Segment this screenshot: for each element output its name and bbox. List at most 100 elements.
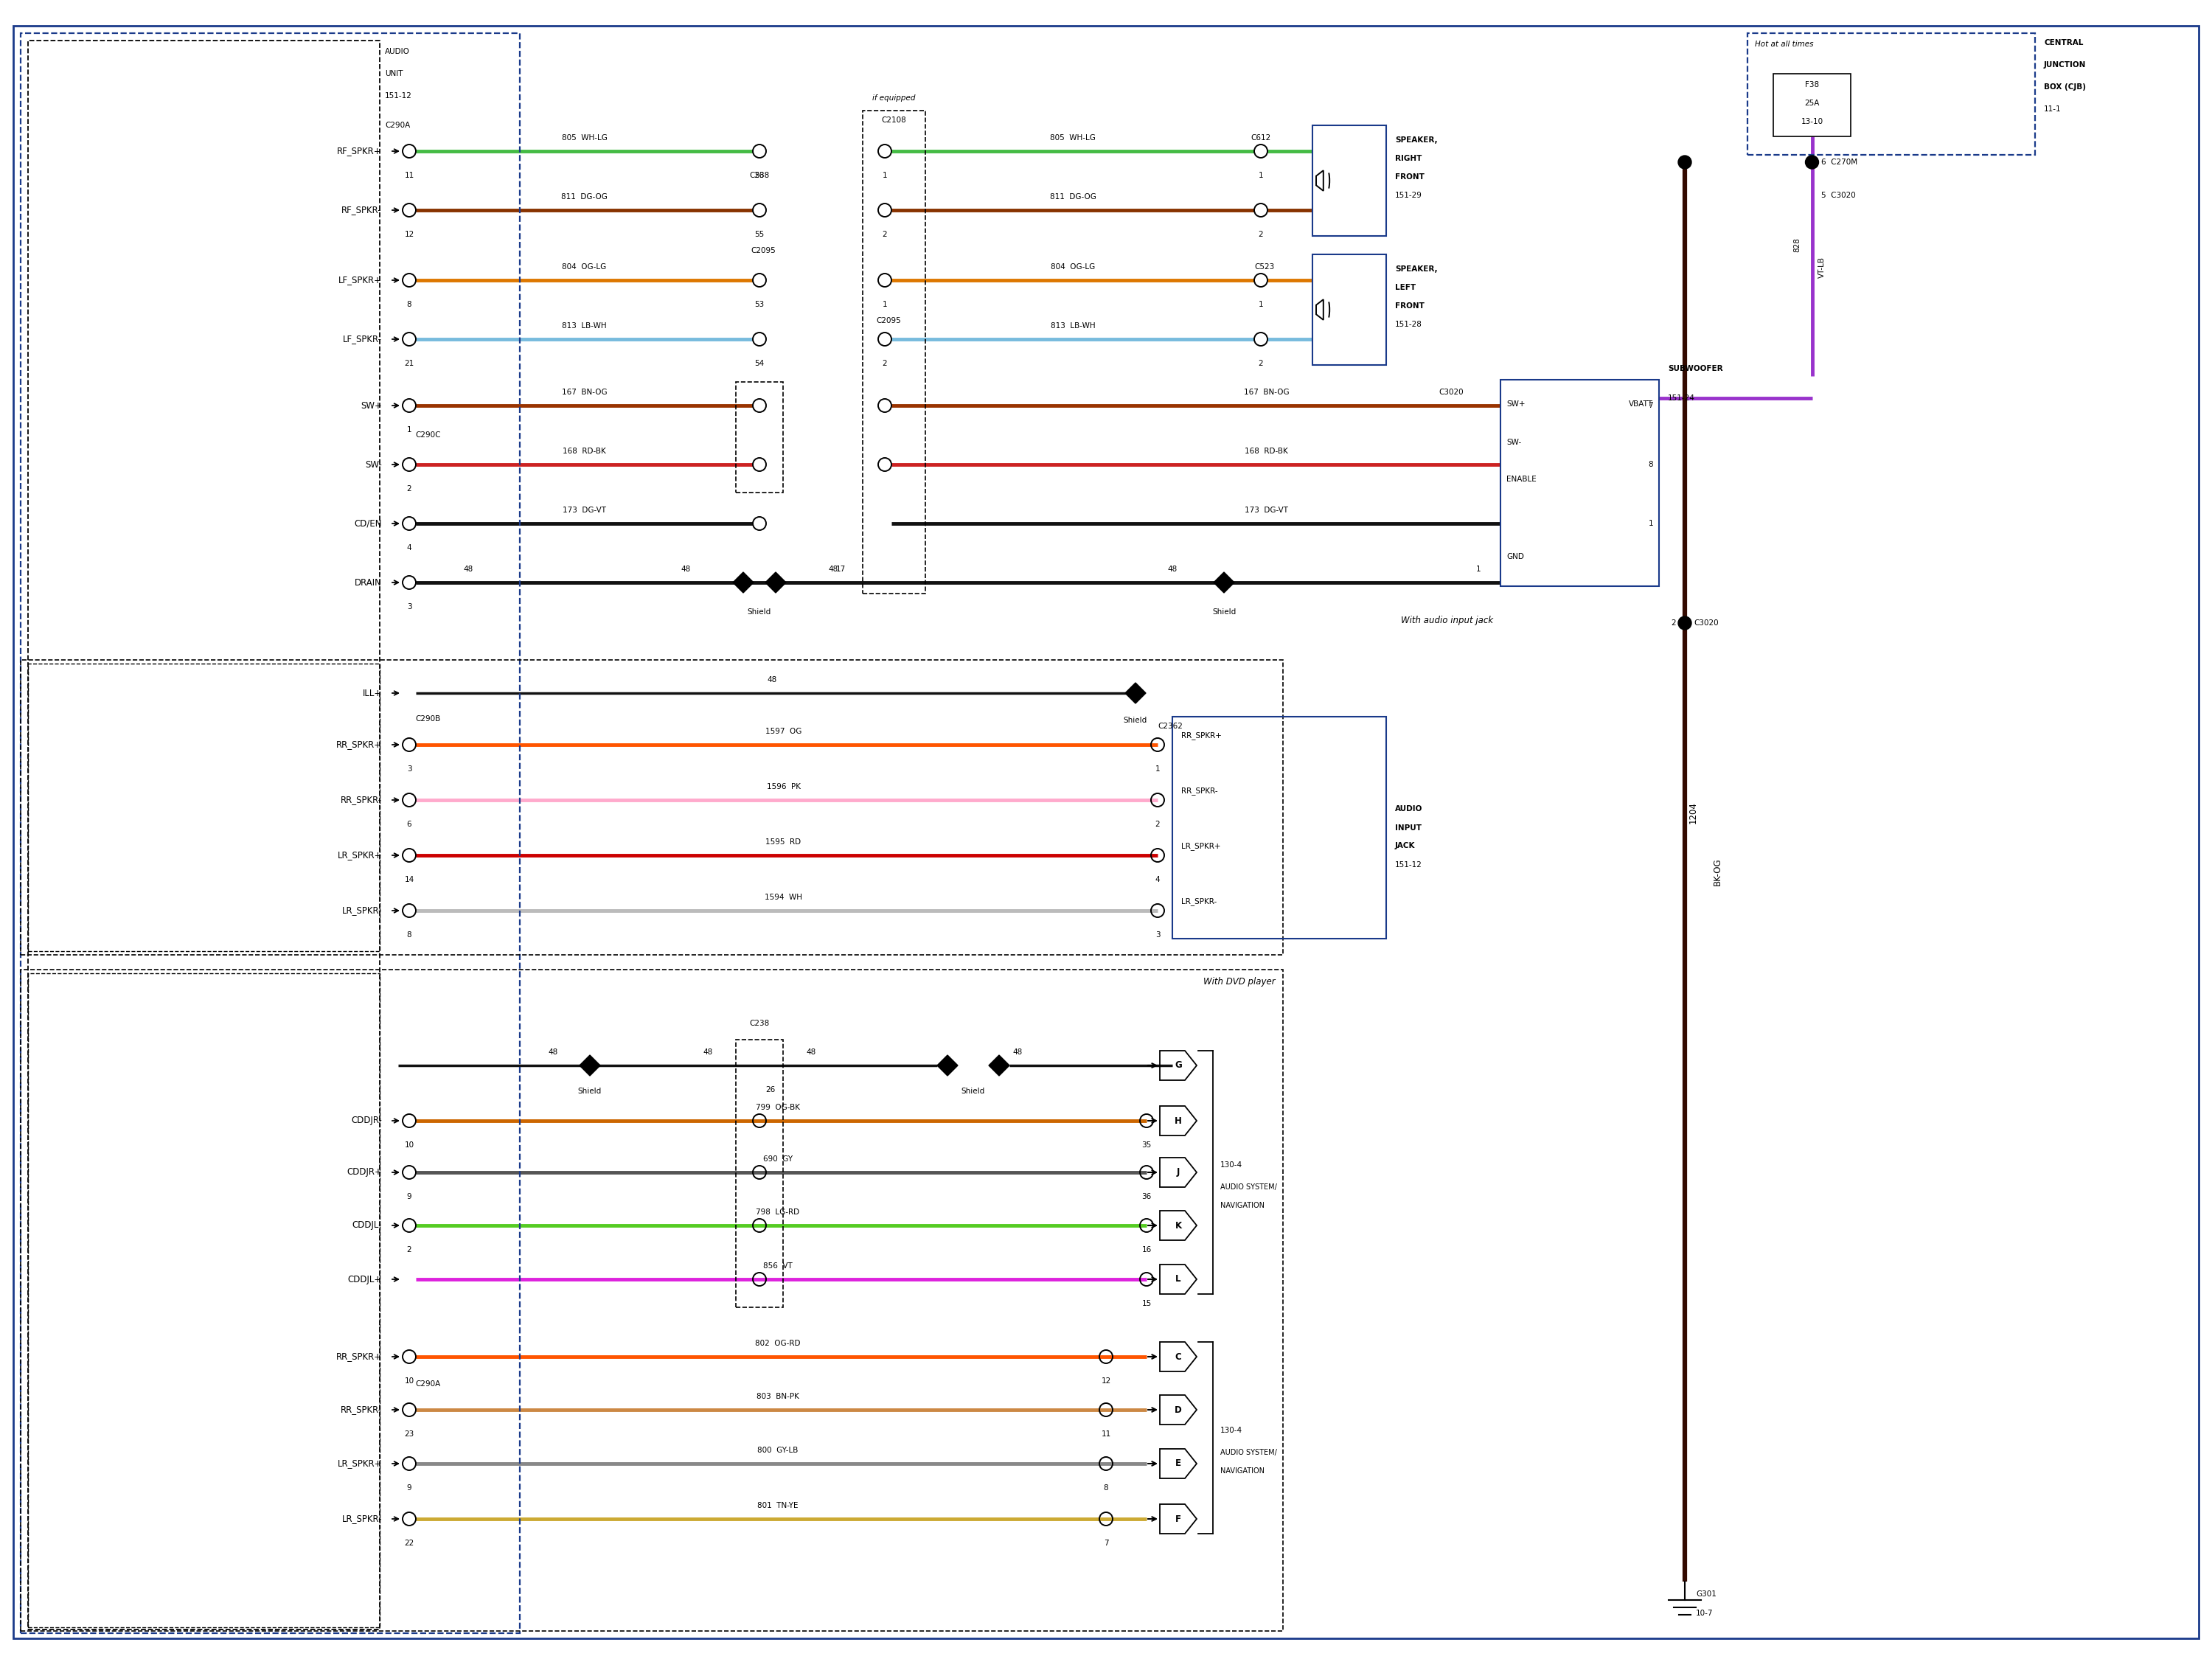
Text: RR_SPKR+: RR_SPKR+	[336, 740, 383, 750]
Text: 2: 2	[1259, 231, 1263, 239]
Polygon shape	[580, 1055, 599, 1075]
Bar	[737, 382, 783, 493]
Text: 2: 2	[1259, 360, 1263, 367]
Text: 6  C270M: 6 C270M	[1820, 159, 1858, 166]
Text: 800  GY-LB: 800 GY-LB	[757, 1447, 799, 1453]
Text: 48: 48	[1168, 566, 1177, 572]
Text: D: D	[1175, 1405, 1181, 1415]
Bar	[737, 1040, 783, 1307]
Text: CDDJR-: CDDJR-	[352, 1117, 383, 1125]
Text: LF_SPKR-: LF_SPKR-	[343, 335, 383, 343]
Text: 151-12: 151-12	[385, 93, 411, 100]
Text: LR_SPKR-: LR_SPKR-	[1181, 898, 1217, 906]
Text: 805  WH-LG: 805 WH-LG	[562, 134, 606, 141]
Text: 3: 3	[1155, 931, 1159, 939]
Text: C2095: C2095	[876, 317, 900, 325]
Bar	[863, 111, 925, 594]
Text: 56: 56	[754, 173, 765, 179]
Text: 813  LB-WH: 813 LB-WH	[1051, 322, 1095, 330]
Text: 1: 1	[407, 426, 411, 433]
Text: 1: 1	[1155, 765, 1159, 773]
Text: 168  RD-BK: 168 RD-BK	[1245, 448, 1287, 455]
Text: NAVIGATION: NAVIGATION	[1221, 1201, 1265, 1209]
Text: GND: GND	[1506, 552, 1524, 561]
Text: 828: 828	[1794, 237, 1801, 252]
Text: Shield: Shield	[1124, 717, 1148, 723]
Text: 3: 3	[407, 604, 411, 611]
Text: 8: 8	[1104, 1485, 1108, 1491]
Text: SW-: SW-	[1506, 438, 1522, 446]
Text: 4: 4	[407, 544, 411, 551]
Text: 11: 11	[1102, 1430, 1110, 1438]
Text: 2: 2	[1670, 619, 1677, 627]
Text: 13-10: 13-10	[1801, 118, 1823, 126]
Text: 1: 1	[1648, 519, 1652, 528]
Text: 10: 10	[405, 1377, 414, 1385]
Text: F: F	[1175, 1515, 1181, 1523]
Text: JACK: JACK	[1396, 843, 1416, 849]
Text: 7: 7	[1648, 401, 1652, 410]
Text: ILL+: ILL+	[363, 688, 383, 698]
Text: 1596  PK: 1596 PK	[765, 783, 801, 790]
Text: 1: 1	[1475, 566, 1480, 572]
Text: 6: 6	[407, 821, 411, 828]
Text: SUBWOOFER: SUBWOOFER	[1668, 365, 1723, 372]
Text: L: L	[1175, 1274, 1181, 1284]
Text: K: K	[1175, 1221, 1181, 1231]
Text: RR_SPKR+: RR_SPKR+	[336, 1352, 383, 1362]
Text: CD/EN: CD/EN	[354, 519, 383, 528]
Text: RR_SPKR-: RR_SPKR-	[341, 795, 383, 805]
Bar	[29, 974, 380, 1627]
Text: 3: 3	[407, 765, 411, 773]
Text: SW-: SW-	[365, 460, 383, 469]
Text: 167  BN-OG: 167 BN-OG	[562, 388, 606, 397]
Circle shape	[1679, 156, 1692, 169]
Text: LR_SPKR-: LR_SPKR-	[341, 1515, 383, 1523]
Text: LR_SPKR+: LR_SPKR+	[1181, 843, 1221, 849]
Text: 8: 8	[407, 300, 411, 309]
Text: DRAIN: DRAIN	[354, 577, 383, 587]
Text: 25A: 25A	[1805, 100, 1820, 106]
Bar	[20, 969, 1283, 1631]
Text: 10-7: 10-7	[1697, 1609, 1712, 1618]
Polygon shape	[732, 572, 754, 592]
Text: UNIT: UNIT	[385, 70, 403, 78]
Text: 26: 26	[765, 1087, 776, 1093]
Text: 11: 11	[405, 173, 414, 179]
Text: LR_SPKR+: LR_SPKR+	[336, 851, 383, 859]
Text: SW+: SW+	[1506, 400, 1526, 408]
Text: 151-24: 151-24	[1668, 395, 1694, 401]
Text: 48: 48	[703, 1048, 712, 1055]
Text: 690  GY: 690 GY	[763, 1155, 792, 1163]
Text: 803  BN-PK: 803 BN-PK	[757, 1394, 799, 1400]
Text: 1595  RD: 1595 RD	[765, 838, 801, 846]
Text: RR_SPKR-: RR_SPKR-	[1181, 786, 1219, 795]
Text: 12: 12	[1102, 1377, 1110, 1385]
Text: 48: 48	[768, 677, 776, 684]
Text: 48: 48	[549, 1048, 557, 1055]
Text: JUNCTION: JUNCTION	[2044, 61, 2086, 68]
Text: 48: 48	[805, 1048, 816, 1055]
Circle shape	[1805, 156, 1818, 169]
Text: 804  OG-LG: 804 OG-LG	[562, 264, 606, 270]
Text: C3020: C3020	[1438, 388, 1464, 397]
Text: 151-12: 151-12	[1396, 861, 1422, 868]
Text: 801  TN-YE: 801 TN-YE	[757, 1501, 799, 1510]
Text: FRONT: FRONT	[1396, 173, 1425, 181]
Bar	[20, 660, 1283, 956]
Text: 2: 2	[883, 231, 887, 239]
Text: BK-OG: BK-OG	[1712, 858, 1723, 886]
Text: Shield: Shield	[577, 1088, 602, 1095]
Bar	[29, 664, 380, 951]
Text: 1: 1	[1259, 173, 1263, 179]
Text: C: C	[1175, 1352, 1181, 1362]
Text: SW+: SW+	[361, 401, 383, 410]
Text: 23: 23	[405, 1430, 414, 1438]
Text: RIGHT: RIGHT	[1396, 154, 1422, 163]
Text: RF_SPKR+: RF_SPKR+	[336, 146, 383, 156]
Text: Shield: Shield	[1212, 609, 1237, 615]
Text: C290C: C290C	[416, 431, 440, 438]
Text: With audio input jack: With audio input jack	[1400, 615, 1493, 625]
Text: 1597  OG: 1597 OG	[765, 728, 801, 735]
Text: 53: 53	[754, 300, 765, 309]
